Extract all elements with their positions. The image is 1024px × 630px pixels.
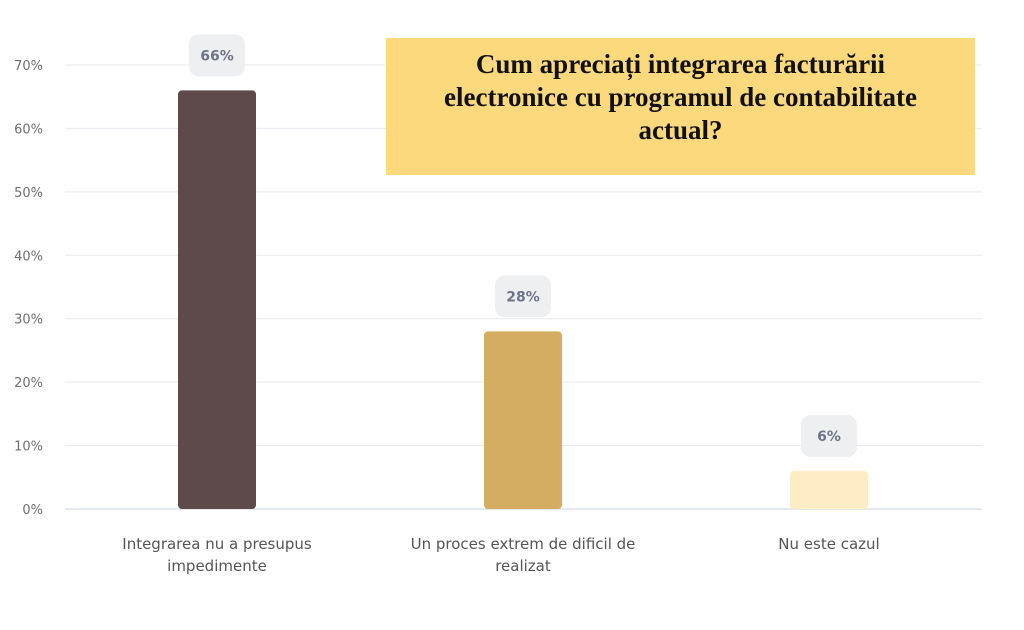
bar	[484, 331, 562, 509]
y-tick-label: 50%	[14, 186, 43, 201]
chart-title-box: Cum apreciați integrarea facturării elec…	[386, 38, 975, 175]
x-category-label: Nu este cazul	[778, 535, 879, 553]
data-label: 28%	[506, 289, 540, 305]
data-label-badge	[189, 34, 245, 77]
y-tick-label: 20%	[14, 376, 43, 391]
bar	[178, 90, 256, 509]
data-label: 6%	[817, 429, 841, 445]
x-category-label: impedimente	[167, 557, 267, 575]
y-tick-label: 40%	[14, 249, 43, 264]
y-tick-label: 30%	[14, 313, 43, 328]
y-tick-label: 70%	[14, 59, 43, 74]
data-label-badge	[495, 275, 551, 318]
data-label-badge	[801, 414, 857, 457]
x-category-label: Un proces extrem de dificil de	[411, 535, 636, 553]
y-tick-label: 60%	[14, 122, 43, 137]
data-label: 66%	[200, 48, 234, 64]
x-category-label: realizat	[495, 557, 551, 575]
y-tick-label: 0%	[22, 503, 43, 518]
chart-title: Cum apreciați integrarea facturării elec…	[444, 49, 917, 145]
bar	[790, 470, 868, 509]
y-tick-label: 10%	[14, 440, 43, 455]
x-category-label: Integrarea nu a presupus	[122, 535, 312, 553]
